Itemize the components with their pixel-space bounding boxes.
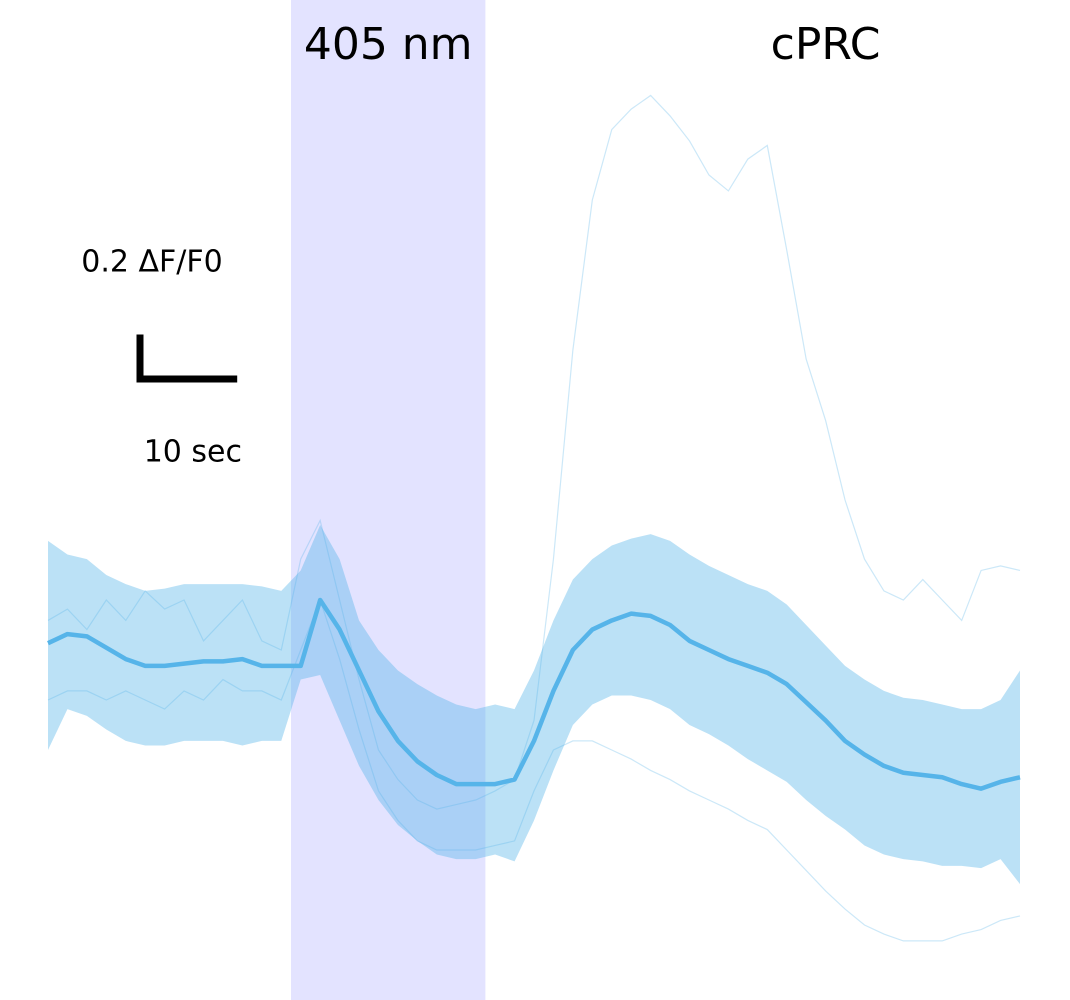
mean-line <box>47 597 1021 791</box>
trace <box>47 598 1021 942</box>
scale-y-label: 0.2 ΔF/F0 <box>81 245 222 280</box>
annotation: cPRC <box>771 19 881 70</box>
scale-x-label: 10 sec <box>144 435 242 470</box>
error-band <box>48 525 1020 885</box>
trace <box>47 94 1021 810</box>
annotation: 405 nm <box>304 19 473 70</box>
stimulus-band <box>291 0 486 1000</box>
